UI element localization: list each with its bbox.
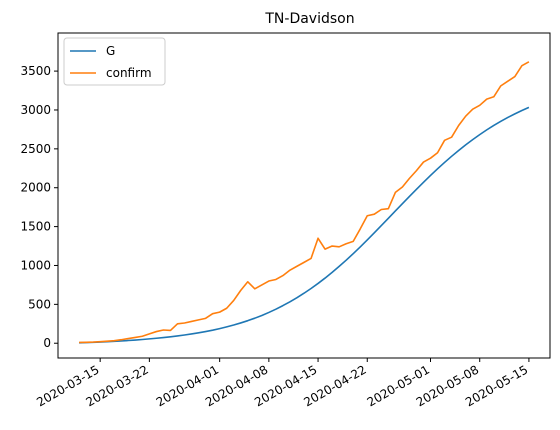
- plot-area: [79, 61, 530, 344]
- y-tick-label: 0: [43, 336, 51, 350]
- y-tick-label: 2500: [20, 142, 51, 156]
- legend-label-confirm: confirm: [106, 66, 152, 80]
- y-tick-label: 1500: [20, 220, 51, 234]
- series-line-G: [79, 106, 530, 344]
- chart-title: TN-Davidson: [264, 11, 354, 27]
- y-tick-label: 3000: [20, 103, 51, 117]
- series-line-confirm: [79, 61, 530, 344]
- legend-label-G: G: [106, 44, 115, 58]
- y-tick-label: 1000: [20, 258, 51, 272]
- y-tick-label: 2000: [20, 181, 51, 195]
- plot-frame: [57, 32, 551, 359]
- y-tick-label: 3500: [20, 64, 51, 78]
- y-tick-label: 500: [28, 297, 51, 311]
- y-axis: 0 500 1000 1500 2000 2500 3000 3500: [20, 64, 58, 350]
